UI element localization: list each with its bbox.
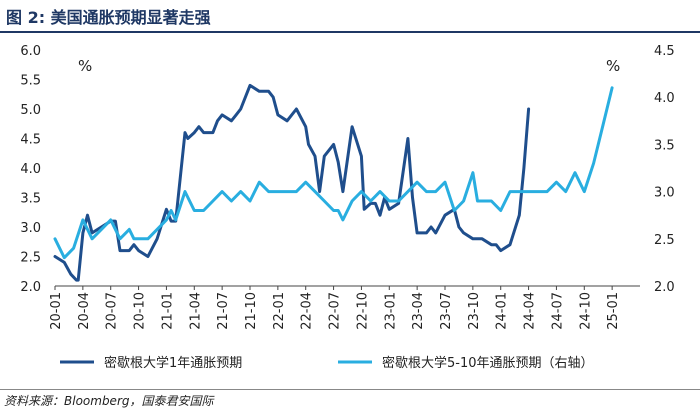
x-tick-label: 23-10 bbox=[467, 292, 482, 330]
y-left-tick-label: 3.5 bbox=[20, 192, 41, 207]
title-divider bbox=[0, 31, 700, 33]
y-right-tick-label: 3.0 bbox=[654, 186, 675, 201]
x-tick-label: 23-01 bbox=[383, 292, 398, 330]
x-tick-label: 24-04 bbox=[523, 292, 538, 330]
x-tick-label: 24-07 bbox=[550, 292, 565, 330]
y-left-tick-label: 4.5 bbox=[20, 133, 41, 148]
x-tick-label: 22-01 bbox=[272, 292, 287, 330]
x-tick-label: 21-04 bbox=[188, 292, 203, 330]
x-tick-label: 22-10 bbox=[355, 292, 370, 330]
legend-label-1: 密歇根大学1年通胀预期 bbox=[104, 355, 242, 371]
x-tick-label: 20-10 bbox=[133, 292, 148, 330]
legend-label-2: 密歇根大学5-10年通胀预期（右轴） bbox=[382, 355, 594, 371]
y-left-tick-label: 2.5 bbox=[20, 251, 41, 266]
series-group bbox=[53, 83, 614, 282]
y-left-tick-label: 5.0 bbox=[20, 103, 41, 118]
chart-title: 图 2: 美国通胀预期显著走强 bbox=[6, 8, 211, 27]
y-left-unit-label: % bbox=[78, 57, 92, 75]
x-tick-label: 23-04 bbox=[411, 292, 426, 330]
y-left-tick-label: 6.0 bbox=[20, 44, 41, 59]
y-right-tick-label: 4.5 bbox=[654, 44, 675, 59]
y-left-tick-label: 3.0 bbox=[20, 221, 41, 236]
series-line-2 bbox=[53, 86, 614, 260]
y-left-tick-label: 2.0 bbox=[20, 280, 41, 295]
x-tick-label: 20-04 bbox=[77, 292, 92, 330]
axes-group: 2.0 2.5 3.0 3.5 4.0 4.5 5.0 5.5 6.0 2.0 2.5 3.0 3.5 4… bbox=[20, 44, 674, 330]
y-right-tick-label: 3.5 bbox=[654, 138, 675, 153]
y-right-tick-label: 2.0 bbox=[654, 280, 675, 295]
x-tick-label: 22-07 bbox=[328, 292, 343, 330]
x-tick-label: 21-01 bbox=[160, 292, 175, 330]
y-right-tick-label: 2.5 bbox=[654, 233, 675, 248]
source-note: 资料来源：Bloomberg，国泰君安国际 bbox=[4, 394, 214, 408]
legend: 密歇根大学1年通胀预期 密歇根大学5-10年通胀预期（右轴） bbox=[60, 355, 594, 371]
x-tick-label: 21-07 bbox=[216, 292, 231, 330]
x-tick-label: 20-07 bbox=[105, 292, 120, 330]
y-right-tick-label: 4.0 bbox=[654, 91, 675, 106]
x-tick-label: 21-10 bbox=[244, 292, 259, 330]
y-left-tick-label: 4.0 bbox=[20, 162, 41, 177]
x-tick-label: 24-10 bbox=[578, 292, 593, 330]
series-line-1 bbox=[53, 83, 531, 282]
x-tick-label: 24-01 bbox=[495, 292, 510, 330]
x-tick-label: 23-07 bbox=[439, 292, 454, 330]
line-chart: 2.0 2.5 3.0 3.5 4.0 4.5 5.0 5.5 6.0 2.0 2.5 3.0 3.5 4… bbox=[20, 44, 674, 371]
x-tick-label: 22-04 bbox=[300, 292, 315, 330]
x-tick-label: 25-01 bbox=[606, 292, 621, 330]
y-right-unit-label: % bbox=[606, 57, 620, 75]
x-tick-label: 20-01 bbox=[49, 292, 64, 330]
y-left-tick-label: 5.5 bbox=[20, 74, 41, 89]
source-divider bbox=[0, 389, 700, 390]
